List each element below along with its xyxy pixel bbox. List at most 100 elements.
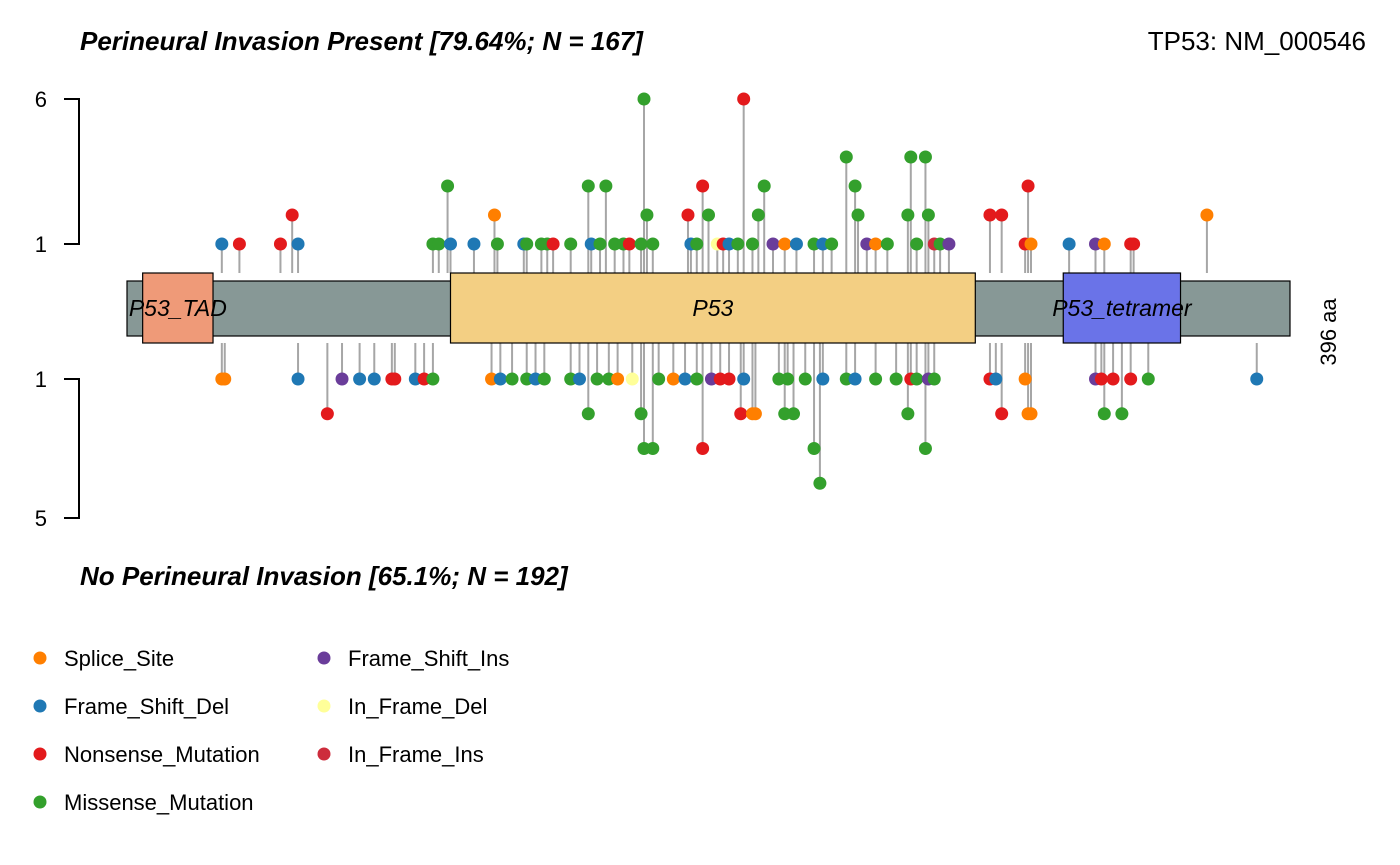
bottom-mutation-point-missense-mutation	[807, 442, 821, 455]
top-mutation-point-nonsense-mutation	[681, 208, 695, 222]
bottom-mutation-point-nonsense-mutation	[995, 407, 1009, 421]
bottom-mutation-point-missense-mutation	[901, 407, 915, 421]
bottom-mutation-point-missense-mutation	[652, 372, 666, 386]
bottom-mutation-point-splice-site	[1018, 372, 1032, 386]
top-mutation-point-frame-shift-del	[444, 237, 457, 251]
top-mutation-point-missense-mutation	[637, 92, 651, 106]
top-y-axis: 6 1	[35, 87, 80, 257]
bottom-mutation-point-missense-mutation	[918, 442, 932, 455]
top-mutation-point-missense-mutation	[564, 237, 578, 251]
bottom-mutation-point-nonsense-mutation	[1124, 372, 1138, 386]
bottom-mutation-point-missense-mutation	[426, 372, 440, 386]
top-mutation-point-nonsense-mutation	[285, 208, 299, 222]
bottom-mutation-point-missense-mutation	[646, 442, 660, 455]
domain-label-p53: P53	[692, 295, 733, 321]
protein-domains: P53_TAD P53 P53_tetramer	[129, 272, 1193, 344]
domain-p53	[449, 272, 976, 344]
bottom-tick-1: 1	[35, 367, 47, 392]
bottom-mutation-point-nonsense-mutation	[734, 407, 748, 421]
top-mutation-point-missense-mutation	[646, 237, 660, 251]
top-mutation-point-missense-mutation	[904, 150, 918, 164]
top-mutation-point-splice-site	[869, 237, 883, 251]
top-mutation-point-frame-shift-del	[789, 237, 803, 251]
top-mutation-point-missense-mutation	[848, 179, 862, 193]
top-mutation-point-nonsense-mutation	[696, 179, 710, 193]
legend-marker-in-frame-ins	[317, 747, 331, 761]
legend-marker-frame-shift-del	[33, 699, 47, 713]
bottom-mutation-point-missense-mutation	[798, 372, 812, 386]
bottom-tick-5: 5	[35, 506, 47, 531]
legend-marker-frame-shift-ins	[317, 651, 331, 665]
top-mutation-point-missense-mutation	[880, 237, 894, 251]
top-mutation-point-frame-shift-del	[215, 237, 229, 251]
legend-marker-splice-site	[33, 651, 47, 665]
legend-marker-nonsense-mutation	[33, 747, 47, 761]
domain-p53-tetramer	[1062, 272, 1182, 344]
bottom-mutation-point-missense-mutation	[581, 407, 595, 421]
top-mutation-point-missense-mutation	[640, 208, 654, 222]
top-axis-line	[64, 98, 80, 245]
top-mutation-point-nonsense-mutation	[546, 237, 560, 251]
bottom-mutation-point-nonsense-mutation	[1094, 372, 1108, 386]
bottom-mutation-point-missense-mutation	[1115, 407, 1129, 421]
bottom-mutation-point-missense-mutation	[1097, 407, 1111, 421]
gene-label: TP53: NM_000546	[1148, 26, 1366, 56]
bottom-mutation-point-missense-mutation	[634, 407, 648, 421]
bottom-mutation-point-missense-mutation	[910, 372, 924, 386]
bottom-mutation-point-nonsense-mutation	[696, 442, 710, 455]
top-mutation-point-nonsense-mutation	[983, 208, 997, 222]
domain-p53-tad	[142, 272, 214, 344]
top-mutation-point-missense-mutation	[581, 179, 595, 193]
top-mutation-point-frame-shift-ins	[766, 237, 780, 251]
top-mutation-point-missense-mutation	[702, 208, 715, 222]
legend-label-frame-shift-del: Frame_Shift_Del	[64, 694, 229, 719]
bottom-mutation-point-missense-mutation	[690, 372, 704, 386]
top-mutation-point-splice-site	[1097, 237, 1111, 251]
bottom-mutation-point-in-frame-del	[625, 372, 639, 386]
bottom-mutation-point-missense-mutation	[537, 372, 551, 386]
legend-label-in-frame-ins: In_Frame_Ins	[348, 742, 484, 767]
top-mutation-point-splice-site	[487, 208, 501, 222]
bottom-mutation-point-frame-shift-del	[573, 372, 586, 386]
bottom-mutation-point-nonsense-mutation	[388, 372, 402, 386]
bottom-mutation-point-frame-shift-del	[989, 372, 1003, 386]
top-mutation-point-missense-mutation	[839, 150, 853, 164]
legend-label-frame-shift-ins: Frame_Shift_Ins	[348, 646, 509, 671]
top-mutation-point-nonsense-mutation	[273, 237, 287, 251]
top-mutation-point-missense-mutation	[918, 150, 932, 164]
bottom-mutation-point-nonsense-mutation	[722, 372, 736, 386]
top-mutation-point-missense-mutation	[441, 179, 455, 193]
legend-label-nonsense-mutation: Nonsense_Mutation	[64, 742, 260, 767]
top-mutation-point-missense-mutation	[599, 179, 613, 193]
legend-label-in-frame-del: In_Frame_Del	[348, 694, 487, 719]
top-mutation-point-missense-mutation	[851, 208, 865, 222]
bottom-mutation-point-missense-mutation	[869, 372, 883, 386]
top-mutation-point-missense-mutation	[432, 237, 446, 251]
top-mutation-point-splice-site	[1200, 208, 1214, 222]
top-mutation-point-nonsense-mutation	[995, 208, 1009, 222]
top-mutation-point-missense-mutation	[593, 237, 607, 251]
bottom-mutation-point-missense-mutation	[781, 372, 795, 386]
bottom-mutation-dots	[215, 372, 1264, 490]
bottom-mutation-point-missense-mutation	[787, 407, 801, 421]
top-mutation-point-missense-mutation	[910, 237, 924, 251]
title-top: Perineural Invasion Present [79.64%; N =…	[80, 26, 644, 56]
bottom-mutation-point-frame-shift-del	[678, 372, 692, 386]
bottom-mutation-point-nonsense-mutation	[1106, 372, 1120, 386]
top-mutation-point-missense-mutation	[751, 208, 765, 222]
protein-length-label: 396 aa	[1316, 298, 1341, 366]
bottom-mutation-point-splice-site	[666, 372, 680, 386]
top-mutation-point-splice-site	[778, 237, 792, 251]
legend-label-missense-mutation: Missense_Mutation	[64, 790, 254, 815]
top-mutation-point-frame-shift-del	[291, 237, 305, 251]
top-mutation-point-missense-mutation	[690, 237, 704, 251]
top-mutation-point-missense-mutation	[520, 237, 534, 251]
top-mutation-point-frame-shift-ins	[942, 237, 956, 251]
bottom-mutation-point-frame-shift-del	[737, 372, 751, 386]
top-mutation-point-missense-mutation	[825, 237, 839, 251]
top-mutation-point-missense-mutation	[745, 237, 759, 251]
legend: Splice_Site Frame_Shift_Del Nonsense_Mutat…	[33, 646, 509, 815]
top-mutation-point-missense-mutation	[921, 208, 935, 222]
top-mutation-point-frame-shift-del	[467, 237, 481, 251]
